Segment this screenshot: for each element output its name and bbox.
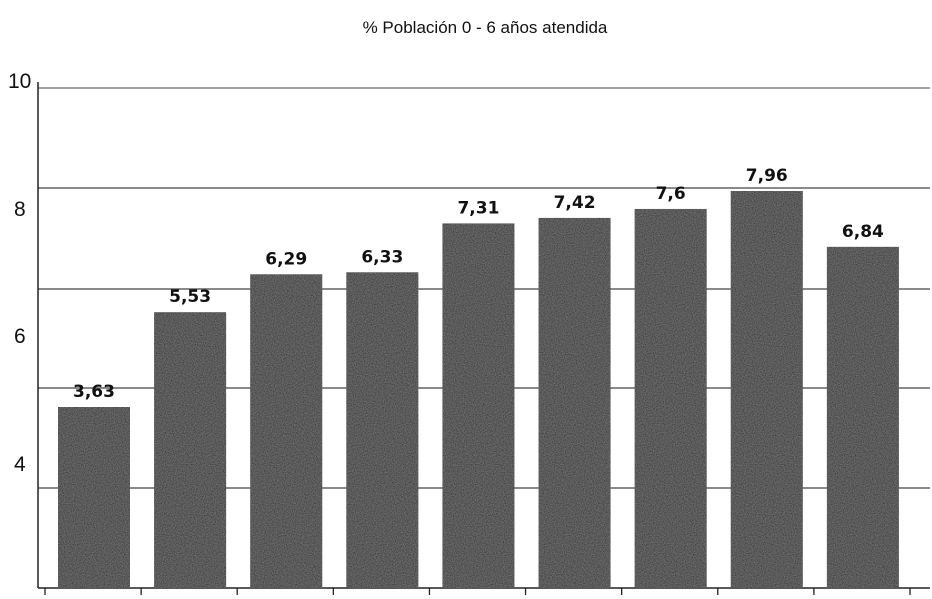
data-label: 7,31 bbox=[457, 198, 499, 218]
data-label: 7,6 bbox=[656, 184, 686, 204]
bar bbox=[58, 407, 130, 588]
bar bbox=[634, 208, 707, 588]
bar bbox=[346, 272, 419, 588]
bars bbox=[58, 191, 899, 589]
bar bbox=[538, 217, 611, 589]
chart-title: % Población 0 - 6 años atendida bbox=[362, 18, 608, 37]
bar bbox=[826, 246, 899, 588]
data-label: 5,53 bbox=[169, 287, 211, 307]
bar bbox=[442, 223, 515, 589]
y-tick-labels: 10 8 6 4 bbox=[8, 70, 31, 476]
data-label: 7,42 bbox=[554, 193, 596, 213]
data-labels: 3,63 5,53 6,29 6,33 7,31 7,42 7,6 7,96 6,84 bbox=[73, 166, 884, 402]
data-label: 6,33 bbox=[361, 247, 403, 267]
bar bbox=[154, 312, 227, 588]
y-tick-label: 8 bbox=[14, 198, 26, 221]
data-label: 7,96 bbox=[746, 166, 788, 186]
bar bbox=[730, 191, 803, 588]
y-tick-label: 4 bbox=[14, 453, 26, 476]
data-label: 6,29 bbox=[265, 249, 307, 269]
y-tick-label: 10 bbox=[8, 70, 31, 93]
data-label: 3,63 bbox=[73, 382, 115, 402]
bar bbox=[250, 274, 323, 588]
y-tick-label: 6 bbox=[14, 325, 26, 348]
data-label: 6,84 bbox=[842, 222, 884, 242]
